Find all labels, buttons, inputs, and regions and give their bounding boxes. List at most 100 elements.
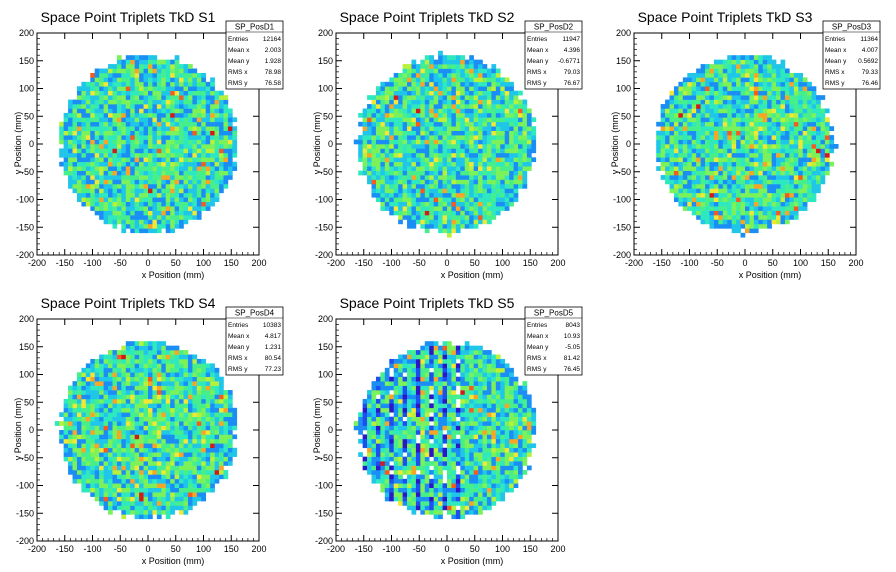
heatmap-cell <box>718 121 724 127</box>
heatmap-cell <box>187 192 193 198</box>
heatmap-cell <box>767 117 772 123</box>
heatmap-cell <box>807 161 812 167</box>
heatmap-cell <box>125 64 131 69</box>
heatmap-cell <box>420 108 426 114</box>
heatmap-cell <box>68 108 73 114</box>
heatmap-cell <box>420 215 426 220</box>
heatmap-cell <box>143 117 149 123</box>
heatmap-cell <box>183 166 189 171</box>
heatmap-cell <box>362 108 368 114</box>
heatmap-cell <box>161 474 167 480</box>
heatmap-cell <box>375 121 381 127</box>
heatmap-cell <box>455 161 461 167</box>
heatmap-cell <box>705 121 710 127</box>
heatmap-cell <box>192 68 198 74</box>
heatmap-cell <box>99 385 104 391</box>
heatmap-cell <box>108 483 113 489</box>
heatmap-cell <box>749 72 755 78</box>
heatmap-cell <box>81 166 87 171</box>
heatmap-cell <box>134 95 140 100</box>
heatmap-cell <box>442 161 448 167</box>
heatmap-cell <box>214 144 220 149</box>
heatmap-cell <box>174 210 180 216</box>
heatmap-cell <box>758 90 764 96</box>
heatmap-cell <box>393 104 399 109</box>
heatmap-cell <box>130 443 135 449</box>
heatmap-cell <box>94 403 100 409</box>
heatmap-cell <box>130 161 135 167</box>
heatmap-cell <box>152 139 158 145</box>
heatmap-cell <box>367 135 372 140</box>
heatmap-cell <box>447 68 452 74</box>
heatmap-cell <box>442 197 448 203</box>
heatmap-cell <box>820 126 826 131</box>
heatmap-cell <box>90 72 96 78</box>
heatmap-cell <box>130 152 135 158</box>
heatmap-cell <box>63 117 69 123</box>
heatmap-cell <box>758 179 764 185</box>
heatmap-cell <box>63 157 69 163</box>
heatmap-cell <box>696 166 701 171</box>
heatmap-cell <box>727 126 732 131</box>
heatmap-cell <box>793 121 799 127</box>
heatmap-cell <box>85 434 91 440</box>
heatmap-cell <box>424 130 430 136</box>
heatmap-cell <box>669 130 675 136</box>
heatmap-cell <box>705 197 710 203</box>
heatmap-cell <box>789 126 795 131</box>
heatmap-cell <box>201 99 207 105</box>
heatmap-cell <box>161 492 167 497</box>
heatmap-cell <box>780 86 786 92</box>
heatmap-cell <box>687 135 693 140</box>
heatmap-cell <box>112 483 118 489</box>
heatmap-cell <box>121 398 127 404</box>
heatmap-cell <box>709 68 715 74</box>
heatmap-cell <box>433 130 439 136</box>
heatmap-cell <box>407 139 412 145</box>
heatmap-cell <box>482 219 488 225</box>
heatmap-cell <box>495 72 501 78</box>
heatmap-cell <box>438 144 443 149</box>
heatmap-cell <box>780 219 786 225</box>
heatmap-cell <box>696 104 701 109</box>
heatmap-cell <box>518 161 523 167</box>
heatmap-cell <box>165 157 171 163</box>
heatmap-cell <box>161 363 167 369</box>
heatmap-cell <box>130 148 135 154</box>
heatmap-cell <box>116 372 122 378</box>
heatmap-cell <box>152 201 158 207</box>
heatmap-cell <box>486 121 492 127</box>
heatmap-cell <box>500 104 506 109</box>
heatmap-cell <box>116 496 122 502</box>
heatmap-cell <box>495 183 501 189</box>
heatmap-cell <box>522 126 528 131</box>
heatmap-cell <box>108 354 113 360</box>
heatmap-cell <box>718 135 724 140</box>
heatmap-cell <box>700 166 706 171</box>
heatmap-cell <box>678 192 684 198</box>
heatmap-cell <box>740 90 746 96</box>
heatmap-cell <box>402 157 408 163</box>
heatmap-cell <box>121 183 127 189</box>
heatmap-cell <box>371 179 377 185</box>
heatmap-cell <box>802 81 808 87</box>
heatmap-cell <box>389 126 395 131</box>
heatmap-cell <box>380 152 386 158</box>
heatmap-cell <box>518 135 523 140</box>
heatmap-cell <box>103 77 109 83</box>
heatmap-cell <box>219 90 224 96</box>
heatmap-cell <box>227 126 233 131</box>
heatmap-cell <box>63 430 69 435</box>
heatmap-cell <box>736 166 741 171</box>
heatmap-cell <box>170 144 175 149</box>
heatmap-cell <box>709 99 715 105</box>
heatmap-cell <box>371 157 377 163</box>
heatmap-cell <box>94 363 100 369</box>
heatmap-cell <box>121 416 127 422</box>
heatmap-cell <box>103 461 109 466</box>
heatmap-cell <box>85 179 91 185</box>
heatmap-cell <box>112 223 118 229</box>
heatmap-cell <box>139 86 144 92</box>
heatmap-cell <box>745 126 750 131</box>
heatmap-cell <box>384 170 390 176</box>
